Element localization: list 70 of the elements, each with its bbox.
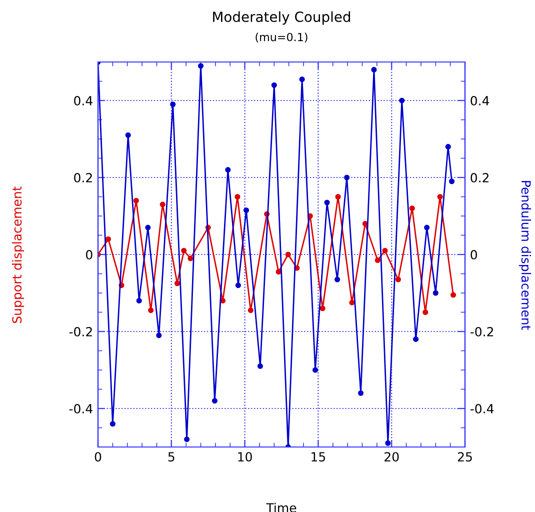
chart-subtitle: (mu=0.1) [256, 32, 308, 43]
y-tick-label: 0.4 [74, 96, 92, 106]
y-tick-label: 0 [86, 250, 92, 260]
point [136, 298, 142, 304]
point [312, 367, 318, 373]
point [371, 66, 377, 72]
point [344, 174, 350, 180]
point [198, 63, 204, 69]
y2-tick-label: 0.2 [470, 172, 488, 182]
point [334, 276, 340, 282]
point [399, 98, 405, 104]
point [271, 82, 277, 88]
point [422, 309, 428, 316]
point [234, 194, 240, 200]
x-tick-label: 25 [458, 452, 472, 462]
point [276, 269, 282, 275]
point [125, 132, 131, 138]
point [170, 102, 176, 108]
point [212, 398, 218, 404]
point [184, 436, 190, 442]
point [320, 306, 326, 312]
point [358, 390, 364, 396]
chart-title: Moderately Coupled [213, 11, 350, 25]
point [181, 248, 187, 254]
point [409, 206, 415, 212]
y2-axis-title: Pendulum displacement [518, 181, 532, 330]
point [225, 167, 231, 173]
point [160, 202, 166, 208]
point [335, 194, 341, 200]
point [106, 236, 112, 242]
point [374, 257, 380, 264]
x-tick-label: 15 [312, 452, 326, 462]
point [437, 194, 443, 200]
point [424, 224, 430, 230]
point [248, 308, 254, 314]
y2-tick-label: 0.4 [470, 96, 490, 106]
point [413, 336, 419, 342]
y-tick-label: -0.2 [69, 326, 92, 336]
x-tick-label: 20 [384, 452, 399, 462]
y2-tick-label: 0 [470, 250, 477, 260]
point [174, 280, 180, 286]
point [145, 224, 151, 230]
point [156, 332, 162, 338]
y-tick-label: -0.4 [69, 404, 92, 414]
point [395, 276, 401, 282]
point [362, 220, 368, 226]
point [385, 440, 391, 446]
point [110, 421, 116, 427]
point [148, 308, 154, 314]
y-tick-label: 0.2 [74, 172, 92, 182]
point [285, 252, 291, 258]
point [257, 363, 263, 369]
point [432, 290, 438, 296]
point [450, 292, 456, 298]
point [349, 300, 355, 306]
point [449, 178, 455, 184]
point [299, 76, 305, 82]
y2-tick-label: -0.2 [470, 326, 493, 336]
x-tick-label: 10 [238, 452, 252, 462]
point [243, 207, 250, 214]
y-axis-title: Support displacement [12, 186, 24, 323]
point [382, 248, 388, 254]
point [188, 256, 194, 262]
x-tick-label: 0 [94, 452, 102, 462]
point [235, 282, 241, 288]
point [133, 198, 139, 204]
x-tick-label: 5 [168, 452, 174, 462]
point [324, 200, 330, 206]
point [445, 144, 451, 150]
y2-tick-label: -0.4 [470, 404, 494, 414]
